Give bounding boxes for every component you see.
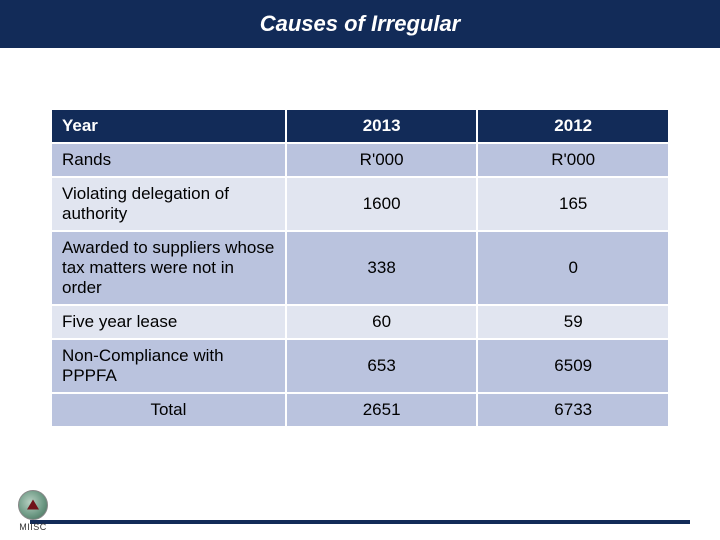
row-value-2013: 653	[286, 339, 478, 393]
row-value-2013: 60	[286, 305, 478, 339]
table-header-row: Year 2013 2012	[51, 109, 669, 143]
subheader-2013: R'000	[286, 143, 478, 177]
row-value-2012: 59	[477, 305, 669, 339]
header-year: Year	[51, 109, 286, 143]
row-value-2013: 1600	[286, 177, 478, 231]
table-total-row: Total 2651 6733	[51, 393, 669, 427]
table-row: Five year lease 60 59	[51, 305, 669, 339]
row-label: Five year lease	[51, 305, 286, 339]
table-row: Violating delegation of authority 1600 1…	[51, 177, 669, 231]
content-area: Year 2013 2012 Rands R'000 R'000 Violati…	[0, 48, 720, 428]
row-value-2012: 165	[477, 177, 669, 231]
row-value-2012: 0	[477, 231, 669, 305]
table-row: Non-Compliance with PPPFA 653 6509	[51, 339, 669, 393]
header-2012: 2012	[477, 109, 669, 143]
causes-table: Year 2013 2012 Rands R'000 R'000 Violati…	[50, 108, 670, 428]
row-value-2012: 6509	[477, 339, 669, 393]
footer	[0, 520, 720, 530]
brand-logo: MIISC	[18, 490, 48, 532]
table-subheader-row: Rands R'000 R'000	[51, 143, 669, 177]
logo-icon	[18, 490, 48, 520]
total-2013: 2651	[286, 393, 478, 427]
header-2013: 2013	[286, 109, 478, 143]
logo-text: MIISC	[19, 522, 47, 532]
total-2012: 6733	[477, 393, 669, 427]
total-label: Total	[51, 393, 286, 427]
row-label: Non-Compliance with PPPFA	[51, 339, 286, 393]
row-label: Awarded to suppliers whose tax matters w…	[51, 231, 286, 305]
subheader-2012: R'000	[477, 143, 669, 177]
title-bar: Causes of Irregular	[0, 0, 720, 48]
footer-divider	[30, 520, 690, 524]
row-value-2013: 338	[286, 231, 478, 305]
subheader-rands: Rands	[51, 143, 286, 177]
row-label: Violating delegation of authority	[51, 177, 286, 231]
table-row: Awarded to suppliers whose tax matters w…	[51, 231, 669, 305]
page-title: Causes of Irregular	[260, 11, 461, 37]
